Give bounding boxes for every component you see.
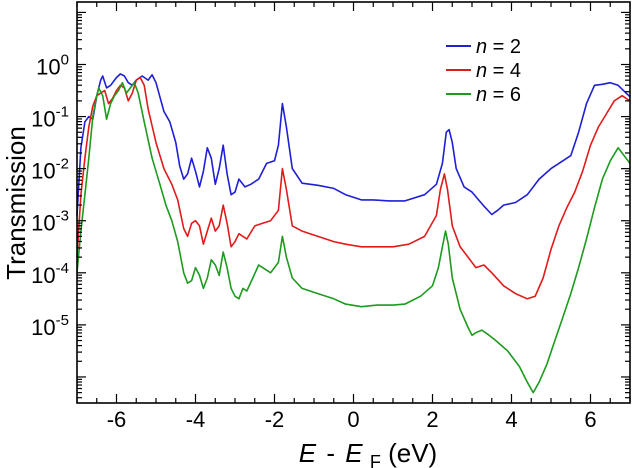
x-tick-label: -2 xyxy=(265,407,285,432)
x-tick-labels: -6 -4 -2 0 2 4 6 xyxy=(107,407,597,432)
series-line-1 xyxy=(76,73,631,216)
y-tick-label: 10-1 xyxy=(31,104,69,132)
x-tick-label: -6 xyxy=(107,407,127,432)
ticks-layer xyxy=(76,2,631,403)
x-axis-label-e: E xyxy=(299,438,317,468)
x-tick-label: 6 xyxy=(584,407,596,432)
y-tick-label: 100 xyxy=(36,51,69,79)
x-axis-label-e2: E xyxy=(345,438,363,468)
series-line-2 xyxy=(76,76,631,300)
legend-label-n2: n = 2 xyxy=(476,36,521,58)
y-tick-label: 10-5 xyxy=(31,312,69,340)
legend-entry-n2: n = 2 xyxy=(446,36,521,58)
x-tick-label: -4 xyxy=(186,407,206,432)
legend-label-n6: n = 6 xyxy=(476,84,521,106)
y-tick-label: 10-2 xyxy=(31,156,69,184)
y-tick-label: 10-3 xyxy=(31,208,69,236)
legend-label-n4: n = 4 xyxy=(476,60,521,82)
x-tick-label: 2 xyxy=(426,407,438,432)
x-axis-label-unit: (eV) xyxy=(388,438,437,468)
x-axis-label-minus: - xyxy=(326,438,335,468)
x-axis-label: E - E F (eV) xyxy=(299,438,437,468)
legend: n = 2 n = 4 n = 6 xyxy=(446,36,521,106)
plot-frame xyxy=(76,1,631,404)
legend-entry-n6: n = 6 xyxy=(446,84,521,106)
y-axis-label: Transmission xyxy=(1,126,31,280)
x-tick-label: 4 xyxy=(505,407,517,432)
series-layer xyxy=(76,73,631,394)
series-line-3 xyxy=(76,81,631,394)
legend-entry-n4: n = 4 xyxy=(446,60,521,82)
y-tick-labels: 100 10-1 10-2 10-3 10-4 10-5 xyxy=(31,51,69,339)
x-tick-label: 0 xyxy=(347,407,359,432)
y-tick-label: 10-4 xyxy=(31,260,69,288)
x-axis-label-subscript: F xyxy=(370,452,381,468)
